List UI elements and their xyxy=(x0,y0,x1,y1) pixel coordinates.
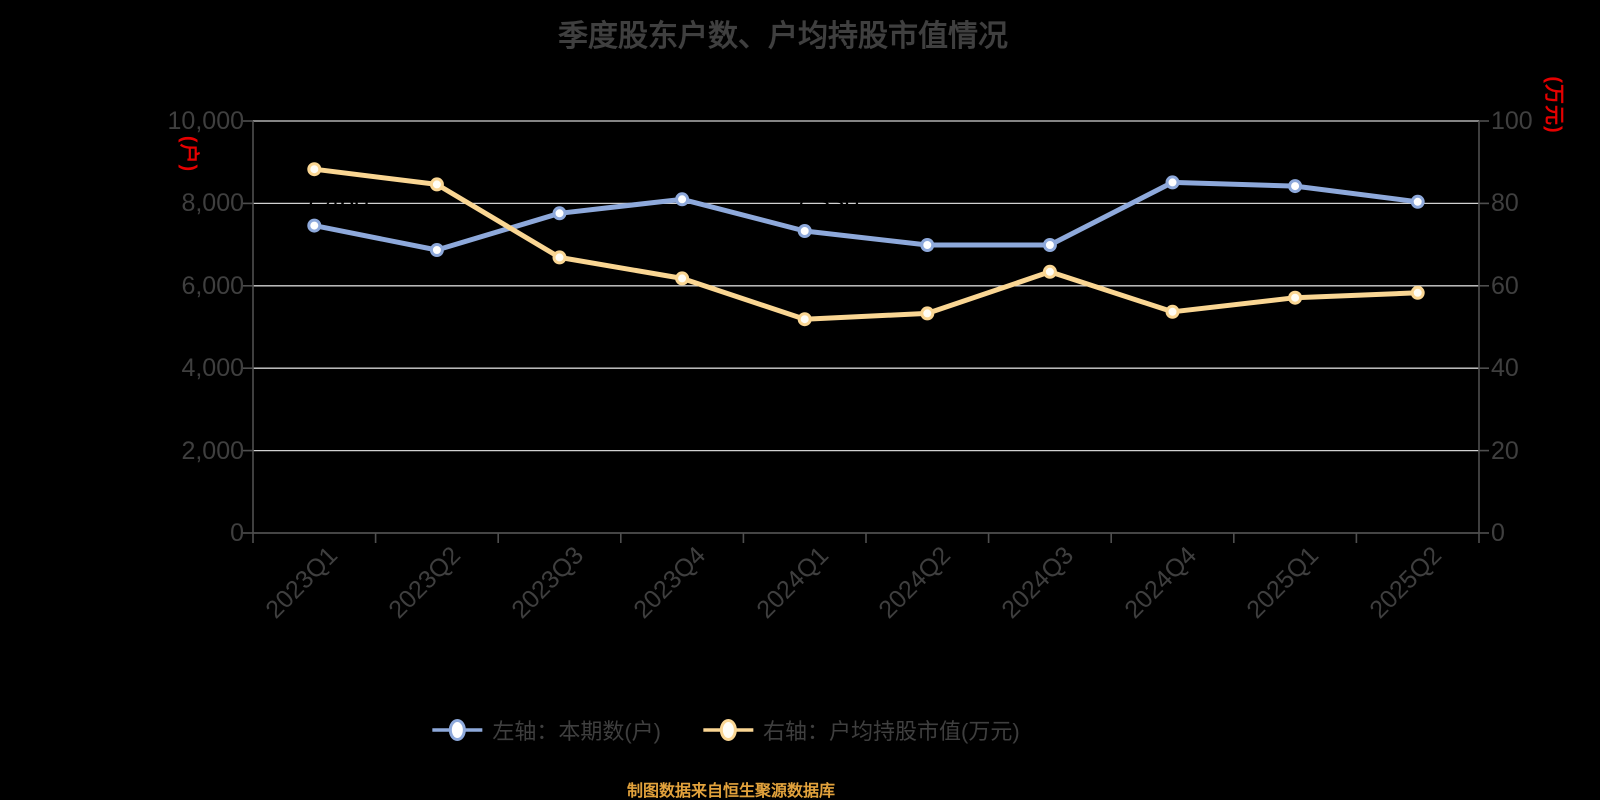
source-note: 制图数据来自恒生聚源数据库 xyxy=(626,783,836,800)
data-point-marker xyxy=(307,218,322,233)
left-axis-tick-label: 4,000 xyxy=(181,354,244,383)
legend-marker-blue-icon xyxy=(432,719,483,741)
data-point-marker xyxy=(1165,175,1180,190)
chart-title: 季度股东户数、户均持股市值情况 xyxy=(558,20,1008,53)
data-point-marker xyxy=(552,206,567,221)
data-point-marker xyxy=(920,238,935,252)
left-axis-tick-label: 2,000 xyxy=(181,436,244,465)
series-line-market-value xyxy=(311,166,1421,322)
data-point-marker xyxy=(675,271,690,286)
legend-item-shareholder-count[interactable]: 左轴：本期数(户) xyxy=(430,714,661,746)
left-axis-tick-label: 0 xyxy=(230,519,244,547)
legend-label: 右轴：户均持股市值(万元) xyxy=(763,719,1020,744)
data-point-marker xyxy=(307,162,322,177)
right-axis-tick-label: 60 xyxy=(1491,271,1519,300)
data-point-marker xyxy=(920,306,935,321)
series-line-shareholder-count xyxy=(311,179,1421,253)
data-point-marker xyxy=(429,177,444,192)
left-axis-tick-label: 8,000 xyxy=(181,189,244,218)
left-axis-tick-label: 6,000 xyxy=(181,271,244,300)
legend: 左轴：本期数(户) 右轴：户均持股市值(万元) xyxy=(430,714,1020,746)
right-axis-tick-label: 80 xyxy=(1491,189,1519,218)
data-point-marker xyxy=(429,243,444,257)
data-point-marker xyxy=(675,192,690,207)
legend-label: 左轴：本期数(户) xyxy=(492,719,661,744)
hidden-data-label: 7,460 xyxy=(304,186,369,216)
data-point-marker xyxy=(1410,194,1425,209)
data-point-marker xyxy=(1165,304,1180,319)
data-point-marker xyxy=(1410,285,1425,300)
right-axis-tick-label: 100 xyxy=(1491,107,1533,135)
data-point-marker xyxy=(797,224,812,238)
data-point-marker xyxy=(1288,179,1303,194)
data-point-marker xyxy=(1042,264,1057,279)
legend-marker-yellow-icon xyxy=(703,719,753,741)
data-point-marker xyxy=(1042,238,1057,252)
hidden-data-label: 7,330 xyxy=(794,186,859,216)
data-point-marker xyxy=(1288,290,1303,305)
right-axis-tick-label: 40 xyxy=(1491,354,1519,383)
right-axis-tick-label: 20 xyxy=(1491,436,1519,465)
legend-item-market-value[interactable]: 右轴：户均持股市值(万元) xyxy=(701,714,1020,746)
legend-marker-ellipse xyxy=(448,719,466,741)
left-axis-tick-label: 10,000 xyxy=(167,107,244,135)
data-point-marker xyxy=(552,250,567,265)
data-point-marker xyxy=(797,312,812,327)
right-axis-tick-label: 0 xyxy=(1491,519,1505,547)
legend-marker-ellipse xyxy=(719,719,737,741)
